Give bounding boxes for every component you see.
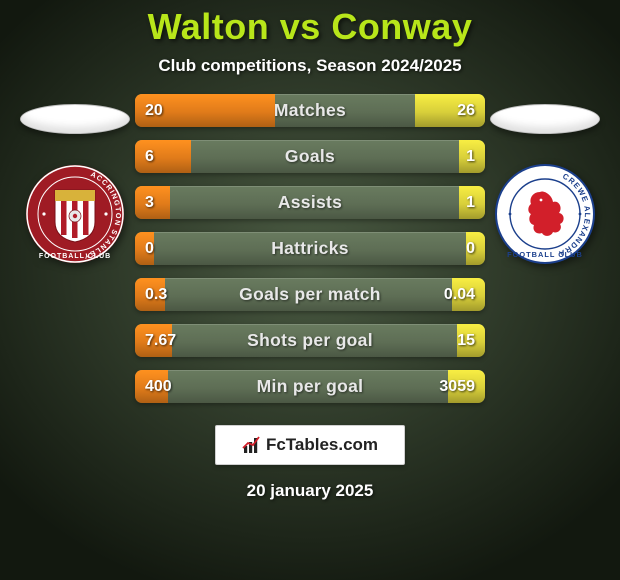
stat-label: Hattricks bbox=[135, 232, 485, 265]
stat-value-left: 6 bbox=[145, 140, 154, 173]
site-logo-text: FcTables.com bbox=[266, 435, 378, 455]
stat-value-right: 15 bbox=[457, 324, 475, 357]
stat-value-left: 20 bbox=[145, 94, 163, 127]
stat-value-right: 1 bbox=[466, 140, 475, 173]
player-plate-right bbox=[490, 104, 600, 134]
stat-label: Matches bbox=[135, 94, 485, 127]
stat-row: Assists3 1 bbox=[135, 186, 485, 219]
stat-value-right: 0.04 bbox=[444, 278, 475, 311]
stat-value-left: 400 bbox=[145, 370, 172, 403]
stat-value-right: 26 bbox=[457, 94, 475, 127]
stat-value-left: 7.67 bbox=[145, 324, 176, 357]
club-crest-left: ACCRINGTON STANLEY FOOTBALL CLUB bbox=[25, 164, 125, 264]
page-title: Walton vs Conway bbox=[148, 6, 473, 48]
stat-value-right: 0 bbox=[466, 232, 475, 265]
stat-row: Goals6 1 bbox=[135, 140, 485, 173]
stat-value-right: 3059 bbox=[439, 370, 475, 403]
accrington-stanley-crest-icon: ACCRINGTON STANLEY FOOTBALL CLUB bbox=[25, 164, 125, 264]
crewe-alexandra-crest-icon: CREWE ALEXANDRA FOOTBALL CLUB bbox=[495, 164, 595, 264]
stat-bars: Matches2026Goals61Assists31Hattricks00Go… bbox=[135, 94, 485, 403]
stat-label: Assists bbox=[135, 186, 485, 219]
stat-value-left: 0 bbox=[145, 232, 154, 265]
site-logo[interactable]: FcTables.com bbox=[215, 425, 405, 465]
svg-text:FOOTBALL CLUB: FOOTBALL CLUB bbox=[507, 250, 583, 259]
stat-label: Goals bbox=[135, 140, 485, 173]
stat-value-right: 1 bbox=[466, 186, 475, 219]
stat-row: Matches20 26 bbox=[135, 94, 485, 127]
snapshot-date: 20 january 2025 bbox=[247, 481, 374, 501]
club-crest-right: CREWE ALEXANDRA FOOTBALL CLUB bbox=[495, 164, 595, 264]
svg-text:FOOTBALL CLUB: FOOTBALL CLUB bbox=[39, 253, 111, 260]
stat-row: Shots per goal7.67 15 bbox=[135, 324, 485, 357]
stat-label: Min per goal bbox=[135, 370, 485, 403]
stat-row: Hattricks0 0 bbox=[135, 232, 485, 265]
stat-label: Shots per goal bbox=[135, 324, 485, 357]
player-right-slot: CREWE ALEXANDRA FOOTBALL CLUB bbox=[485, 94, 605, 264]
comparison-card: Walton vs Conway Club competitions, Seas… bbox=[0, 0, 620, 580]
player-left-slot: ACCRINGTON STANLEY FOOTBALL CLUB bbox=[15, 94, 135, 264]
subtitle: Club competitions, Season 2024/2025 bbox=[158, 56, 461, 76]
stat-value-left: 3 bbox=[145, 186, 154, 219]
main-row: ACCRINGTON STANLEY FOOTBALL CLUB bbox=[0, 94, 620, 403]
stat-row: Goals per match0.3 0.04 bbox=[135, 278, 485, 311]
stat-row: Min per goal400 3059 bbox=[135, 370, 485, 403]
player-plate-left bbox=[20, 104, 130, 134]
chart-icon bbox=[242, 434, 264, 456]
stat-value-left: 0.3 bbox=[145, 278, 167, 311]
stat-label: Goals per match bbox=[135, 278, 485, 311]
